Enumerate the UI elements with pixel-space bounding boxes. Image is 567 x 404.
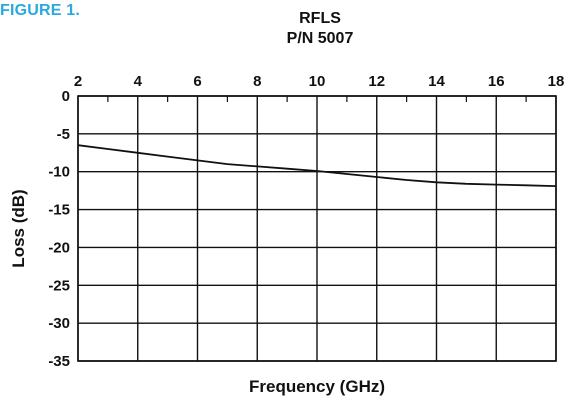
x-tick-label: 10 (309, 73, 326, 90)
x-tick-label: 18 (548, 73, 565, 90)
figure-label: FIGURE 1. (0, 2, 81, 19)
loss-series-line (77, 144, 557, 187)
y-axis-label: Loss (dB) (9, 189, 28, 267)
y-tick-label: -35 (48, 353, 70, 370)
y-tick-label: -25 (48, 277, 70, 294)
x-tick-label: 14 (428, 73, 445, 90)
x-tick-label: 8 (253, 73, 261, 90)
y-tick-label: -20 (48, 239, 70, 256)
y-tick-label: -30 (48, 315, 70, 332)
x-tick-label: 2 (74, 73, 82, 90)
plot-frame (77, 95, 557, 362)
y-tick-label: -10 (48, 164, 70, 181)
x-tick-label: 4 (134, 73, 143, 90)
chart-subtitle: P/N 5007 (286, 30, 354, 47)
y-tick-label: -15 (48, 202, 70, 219)
y-tick-label: -5 (57, 126, 70, 143)
chart-title: RFLS (299, 10, 341, 27)
x-tick-label: 12 (368, 73, 385, 90)
y-tick-label: 0 (62, 88, 70, 105)
x-axis-label: Frequency (GHz) (249, 377, 385, 396)
x-tick-label: 16 (488, 73, 505, 90)
x-tick-label: 6 (193, 73, 201, 90)
